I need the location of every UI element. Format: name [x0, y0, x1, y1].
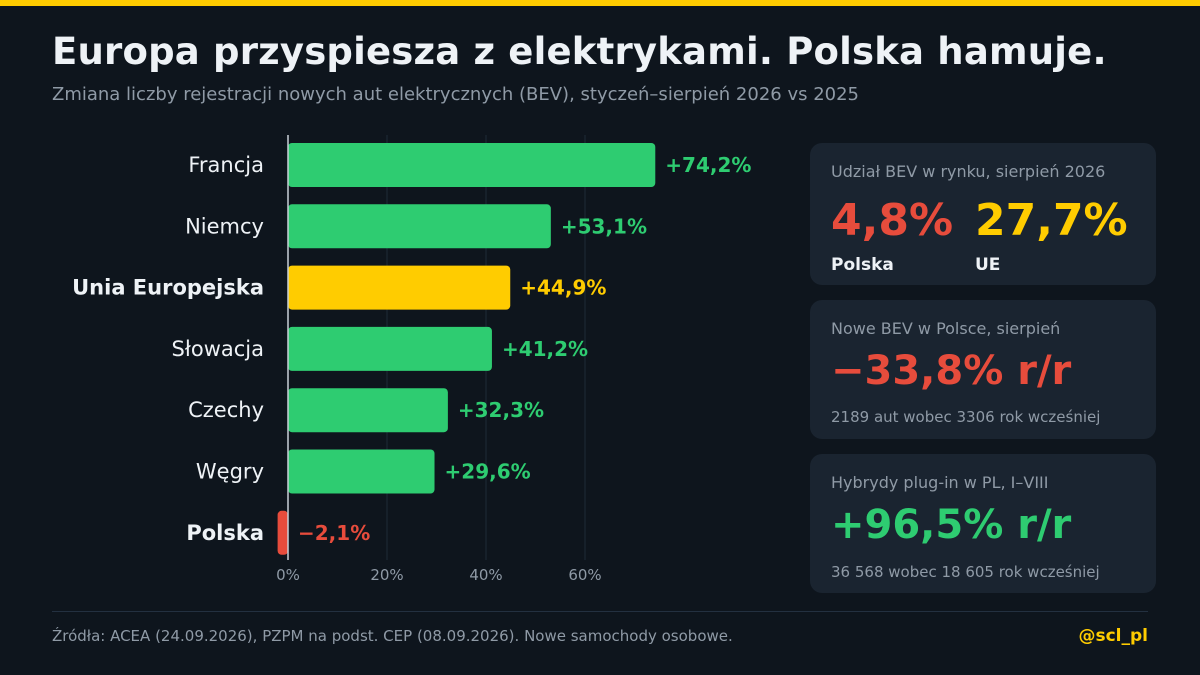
bar	[288, 265, 511, 310]
bar	[288, 449, 435, 494]
author-handle[interactable]: @scl_pl	[1078, 626, 1148, 646]
value-label: +74,2%	[665, 153, 751, 177]
card-new-bev-pl-value: −33,8% r/r	[831, 348, 1072, 394]
bar	[277, 510, 288, 555]
x-tick-label: 0%	[276, 566, 300, 584]
page-subtitle: Zmiana liczby rejestracji nowych aut ele…	[52, 84, 860, 105]
card-bev-share-pl-value: 4,8%	[831, 195, 954, 246]
bar-chart: Francja +74,2% Niemcy +53,1% Unia Europejska…	[72, 135, 751, 584]
category-label: Czechy	[188, 398, 264, 422]
card-phev-pl-value: +96,5% r/r	[831, 502, 1072, 548]
card-bev-share-label: Udział BEV w rynku, sierpień 2026	[831, 162, 1106, 181]
card-bev-share-pl-caption: Polska	[831, 255, 894, 275]
top-accent-bar	[0, 0, 1200, 6]
card-phev-pl-label: Hybrydy plug-in w PL, I–VIII	[831, 473, 1049, 492]
value-label: +41,2%	[502, 337, 588, 361]
card-new-bev-pl-note: 2189 aut wobec 3306 rok wcześniej	[831, 408, 1101, 426]
bar	[288, 143, 656, 187]
value-label: +44,9%	[520, 276, 606, 300]
footer-divider	[52, 611, 1148, 612]
page-title: Europa przyspiesza z elektrykami. Polska…	[52, 30, 1107, 73]
category-label: Węgry	[196, 460, 264, 484]
category-label: Francja	[188, 153, 264, 177]
x-tick-label: 60%	[568, 566, 601, 584]
x-tick-label: 20%	[370, 566, 403, 584]
bar	[288, 204, 551, 249]
card-new-bev-pl-label: Nowe BEV w Polsce, sierpień	[831, 319, 1061, 338]
bar	[288, 326, 492, 371]
card-new-bev-pl: Nowe BEV w Polsce, sierpień −33,8% r/r 2…	[810, 300, 1156, 439]
category-label: Słowacja	[172, 337, 264, 361]
category-label: Polska	[186, 521, 264, 545]
card-bev-share-eu-value: 27,7%	[975, 195, 1128, 246]
card-phev-pl-note: 36 568 wobec 18 605 rok wcześniej	[831, 563, 1100, 581]
value-label: +53,1%	[561, 214, 647, 238]
card-bev-share-eu-caption: UE	[975, 255, 1001, 275]
value-label: −2,1%	[298, 521, 370, 545]
category-label: Niemcy	[185, 214, 264, 238]
x-tick-label: 40%	[469, 566, 502, 584]
source-note: Źródła: ACEA (24.09.2026), PZPM na podst…	[52, 627, 733, 645]
value-label: +32,3%	[458, 398, 544, 422]
value-label: +29,6%	[445, 460, 531, 484]
card-phev-pl: Hybrydy plug-in w PL, I–VIII +96,5% r/r …	[810, 454, 1156, 593]
card-bev-share: Udział BEV w rynku, sierpień 2026 4,8% 2…	[810, 143, 1156, 285]
bar	[288, 388, 448, 433]
category-label: Unia Europejska	[72, 276, 264, 300]
